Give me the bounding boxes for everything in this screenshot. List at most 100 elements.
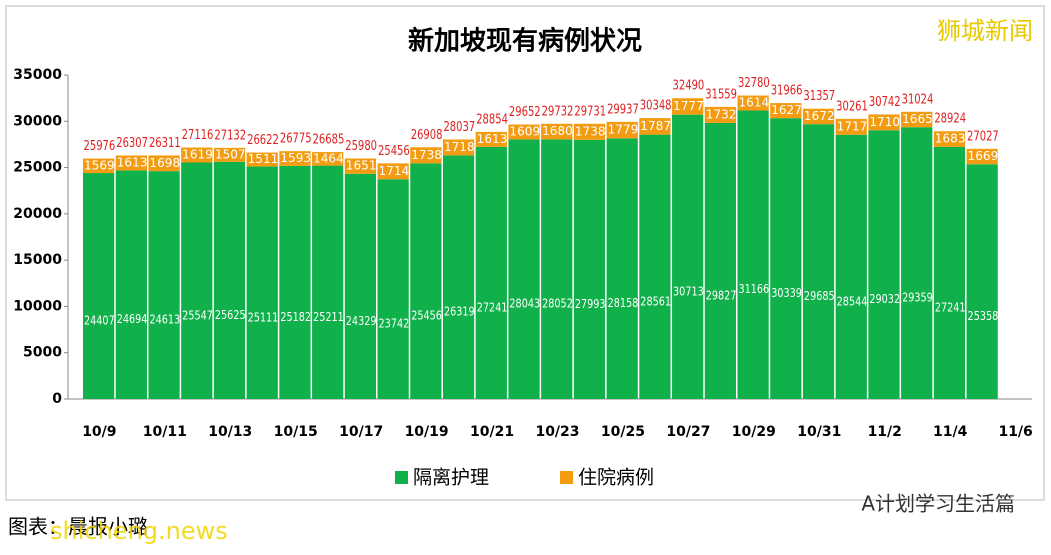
y-tick-label: 10000: [13, 298, 62, 314]
value-label: 27993: [575, 297, 606, 311]
bar-segment: [475, 146, 507, 399]
bar-segment: [181, 162, 213, 399]
bar-segment: [573, 123, 606, 140]
bar-segment: [148, 155, 180, 172]
bar-segment: [966, 148, 998, 165]
bar-segment: [377, 163, 409, 180]
total-label: 26775: [280, 132, 312, 147]
total-label: 29731: [574, 104, 606, 119]
bar-segment: [279, 151, 311, 166]
total-label: 31966: [771, 84, 803, 99]
total-label: 25976: [84, 139, 116, 154]
value-label: 24329: [346, 314, 377, 328]
value-label: 28544: [837, 294, 868, 308]
value-label: 1511: [248, 152, 279, 166]
watermark: 狮城新闻: [937, 17, 1033, 45]
value-label: 29827: [706, 288, 737, 302]
source: A计划学习生活篇: [861, 492, 1015, 516]
chart-title: 新加坡现有病例状况: [408, 26, 642, 57]
legend-swatch: [560, 471, 573, 484]
bar-segment: [672, 98, 704, 115]
x-tick-label: 10/29: [732, 424, 776, 440]
bar-segment: [606, 138, 638, 399]
value-label: 1627: [771, 103, 802, 117]
total-label: 30348: [640, 99, 672, 114]
bar-segment: [802, 124, 835, 399]
value-label: 28158: [608, 296, 639, 310]
bar-segment: [541, 139, 573, 399]
bar-segment: [377, 179, 409, 399]
total-label: 32780: [738, 76, 770, 91]
value-label: 28052: [542, 297, 573, 311]
bar-segment: [639, 134, 671, 399]
value-label: 28043: [509, 297, 540, 311]
y-tick-label: 25000: [13, 160, 62, 176]
bar-segment: [737, 95, 769, 111]
x-tick-label: 10/9: [82, 424, 116, 440]
value-label: 27241: [477, 300, 508, 314]
x-tick-label: 10/11: [143, 424, 187, 440]
value-label: 1593: [280, 151, 311, 165]
bar-segment: [835, 134, 867, 400]
value-label: 27241: [935, 300, 966, 314]
x-tick-label: 10/17: [339, 424, 383, 440]
bar-segment: [704, 122, 736, 399]
total-label: 27027: [967, 129, 999, 144]
total-label: 26311: [149, 136, 181, 151]
value-label: 1779: [608, 123, 639, 137]
value-label: 29359: [902, 291, 933, 305]
bar-segment: [770, 103, 802, 119]
total-label: 27116: [182, 128, 214, 143]
value-label: 1507: [215, 147, 246, 161]
value-label: 30339: [771, 286, 802, 300]
x-tick-label: 10/13: [208, 424, 252, 440]
value-label: 1614: [738, 96, 769, 110]
value-label: 1698: [149, 156, 180, 170]
value-label: 1665: [902, 112, 933, 126]
value-label: 29032: [869, 292, 900, 306]
site-watermark: shicheng.news: [50, 517, 228, 545]
bar-segment: [541, 123, 573, 140]
plot: 0 5000 10000 15000 20000 25000 30000 35000 10/9 1…: [13, 67, 1033, 489]
value-label: 29685: [804, 289, 835, 303]
total-label: 30261: [836, 99, 868, 114]
x-tick-label: 10/27: [666, 424, 710, 440]
y-tick-label: 15000: [13, 252, 62, 268]
bar-segment: [639, 118, 671, 135]
bar-segment: [901, 111, 933, 128]
x-tick-label: 11/4: [933, 424, 968, 440]
value-label: 1609: [509, 124, 540, 138]
value-label: 28561: [640, 294, 671, 308]
bar-segment: [246, 166, 278, 399]
value-label: 1672: [804, 109, 835, 123]
bar-segment: [868, 130, 900, 399]
total-label: 32490: [673, 79, 705, 94]
value-label: 25182: [280, 310, 311, 324]
total-label: 31559: [705, 87, 737, 102]
value-label: 31166: [738, 282, 769, 296]
value-label: 1569: [84, 158, 115, 172]
y-tick-label: 30000: [13, 113, 62, 129]
bar-segment: [344, 173, 377, 399]
bar-segment: [508, 139, 540, 399]
value-label: 1464: [313, 151, 344, 165]
value-label: 25456: [411, 309, 442, 323]
total-label: 25980: [345, 139, 377, 154]
total-label: 29652: [509, 105, 541, 120]
value-label: 25547: [182, 308, 213, 322]
bar-segment: [213, 161, 246, 399]
bar-segment: [83, 173, 115, 399]
bar-segment: [901, 127, 933, 399]
bar-segment: [312, 165, 344, 399]
bar-segment: [704, 106, 736, 123]
bar-segment: [475, 131, 507, 147]
x-tick-label: 10/15: [274, 424, 318, 440]
bar-segment: [672, 114, 704, 400]
value-label: 25358: [968, 309, 999, 323]
value-label: 1714: [379, 164, 410, 178]
bar-segment: [966, 164, 998, 399]
value-label: 1613: [477, 132, 508, 146]
value-label: 1787: [640, 119, 671, 133]
bar-segment: [410, 163, 442, 399]
